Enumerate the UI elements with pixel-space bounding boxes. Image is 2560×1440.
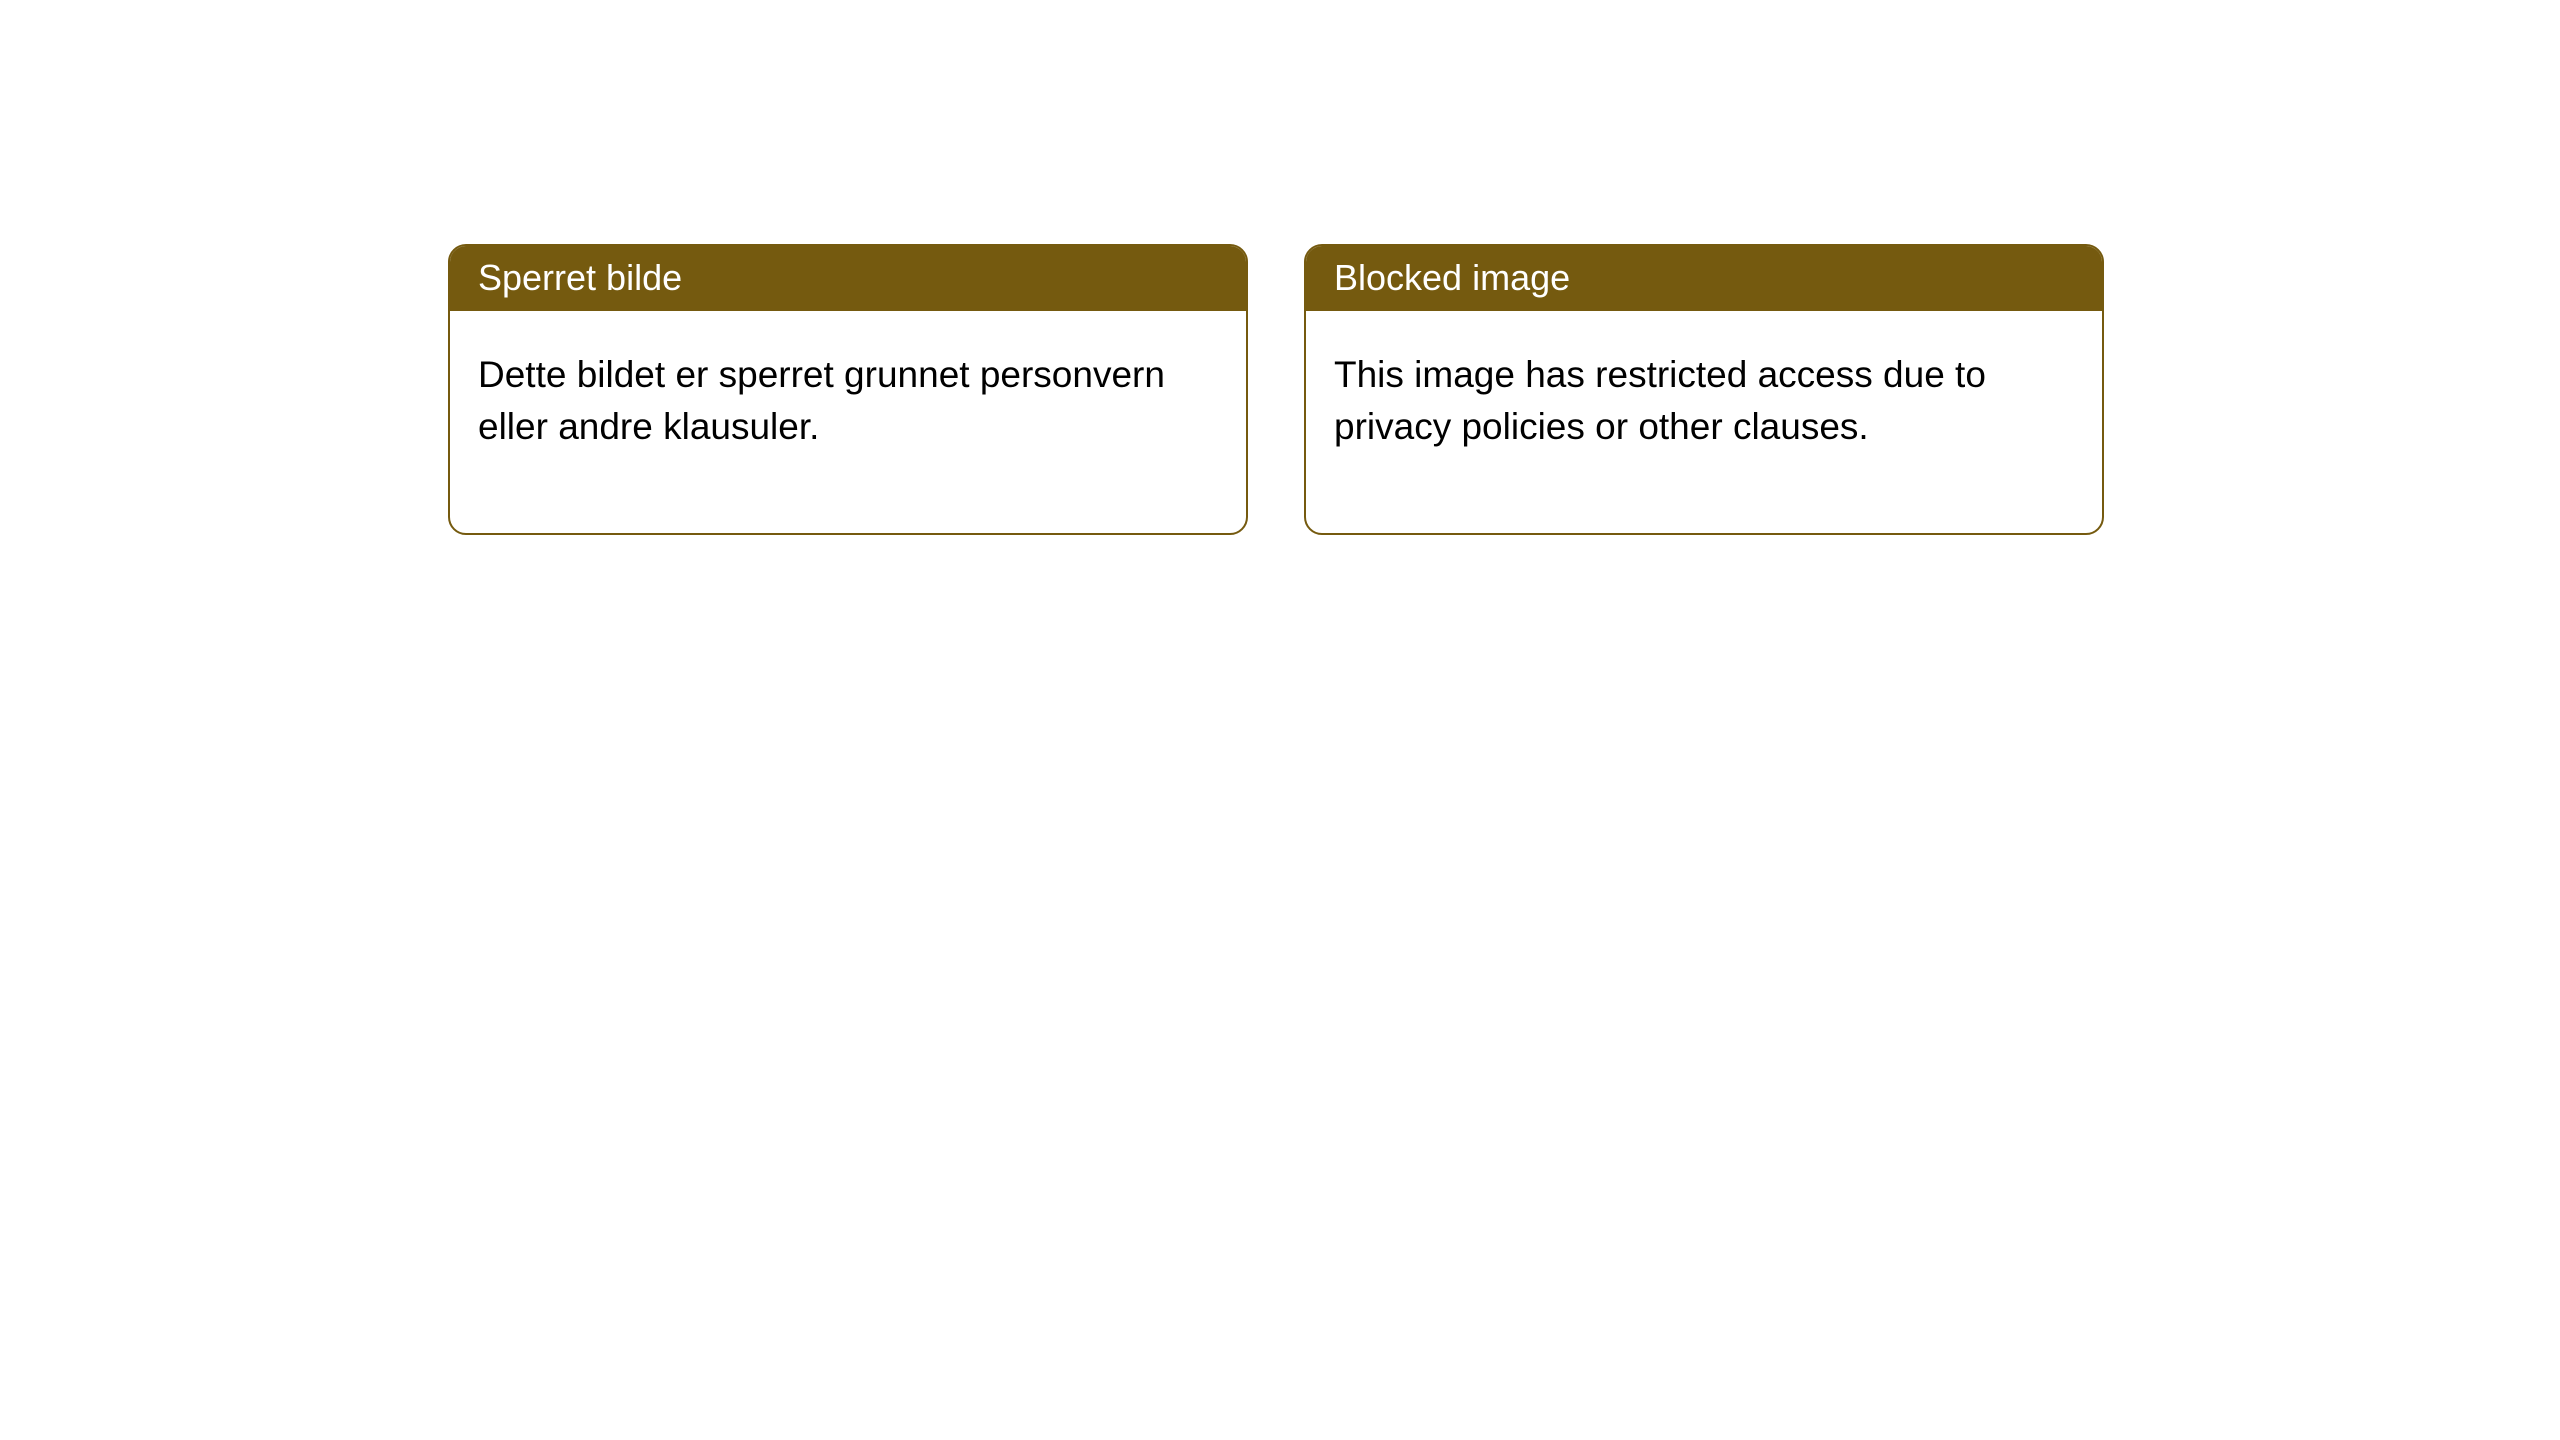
notice-body-text: Dette bildet er sperret grunnet personve… bbox=[450, 311, 1246, 533]
notice-card-english: Blocked image This image has restricted … bbox=[1304, 244, 2104, 535]
notice-title: Blocked image bbox=[1306, 246, 2102, 311]
notice-title: Sperret bilde bbox=[450, 246, 1246, 311]
notice-card-norwegian: Sperret bilde Dette bildet er sperret gr… bbox=[448, 244, 1248, 535]
notice-body-text: This image has restricted access due to … bbox=[1306, 311, 2102, 533]
notice-container: Sperret bilde Dette bildet er sperret gr… bbox=[0, 0, 2560, 535]
